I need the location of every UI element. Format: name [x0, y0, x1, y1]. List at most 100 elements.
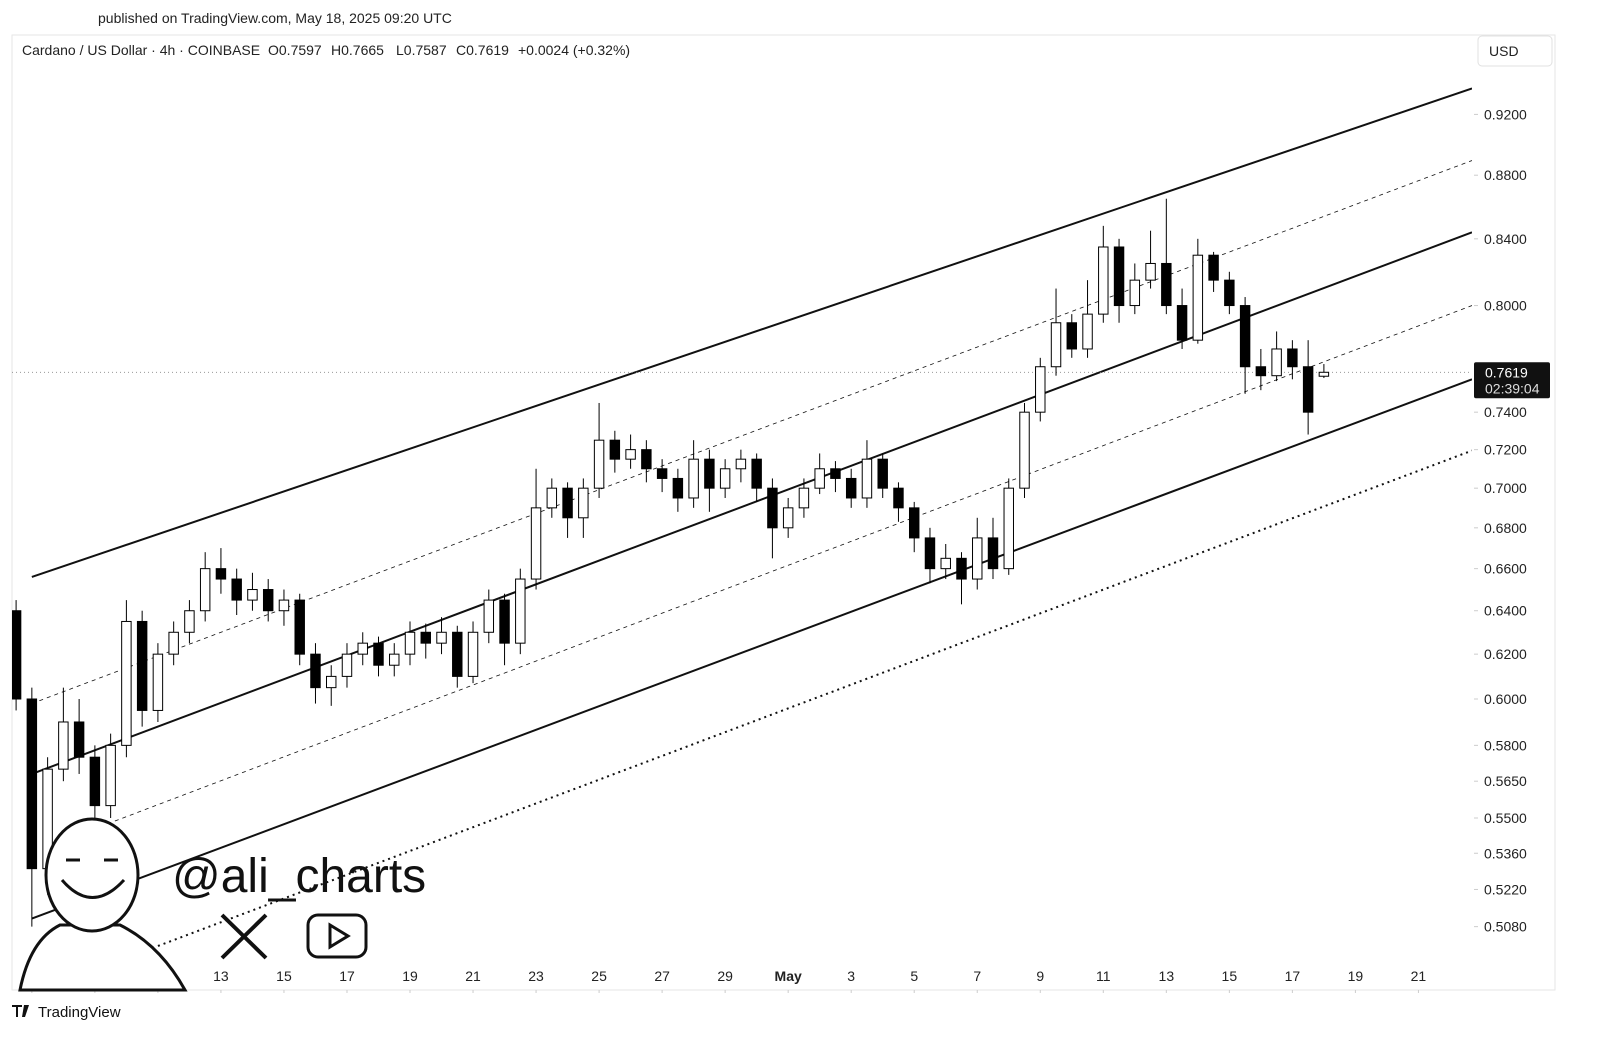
watermark-handle: @ali_charts: [172, 850, 426, 903]
youtube-play: [328, 922, 351, 950]
candle-body: [341, 653, 353, 677]
candle-body: [436, 631, 447, 644]
y-tick-label: 0.5360: [1484, 845, 1527, 861]
channel-line: [129, 449, 1472, 958]
brand-logo: [12, 1005, 29, 1017]
legend-low: L0.7587: [396, 42, 447, 58]
legend-open: O0.7597: [268, 42, 322, 58]
y-tick-label: 0.5800: [1484, 737, 1527, 753]
candle-body: [1318, 371, 1330, 377]
candle-body: [641, 449, 652, 470]
y-tick-label: 0.7000: [1484, 480, 1527, 496]
y-tick-label: 0.6200: [1484, 646, 1527, 662]
legend-high: H0.7665: [331, 42, 384, 58]
candle-body: [1129, 279, 1141, 307]
x-tick-label: 27: [654, 968, 670, 984]
candle-body: [58, 721, 69, 770]
candle-body: [798, 487, 810, 509]
x-tick-label: 13: [1159, 968, 1175, 984]
y-tick-label: 0.6400: [1484, 603, 1527, 619]
candle-body: [1192, 254, 1204, 341]
candle-body: [735, 458, 747, 470]
y-tick-label: 0.5650: [1484, 773, 1527, 789]
y-tick-label: 0.6600: [1484, 561, 1527, 577]
candle-body: [247, 589, 258, 601]
candle-body: [184, 610, 195, 633]
countdown-label: 02:39:04: [1485, 380, 1540, 396]
channel-line: [31, 160, 1472, 704]
channel-line: [31, 87, 1472, 578]
x-tick-label: 23: [528, 968, 544, 984]
candle-body: [12, 610, 22, 700]
candle-body: [105, 744, 116, 807]
avatar: [18, 817, 188, 992]
frame: [11, 34, 1556, 991]
candle-body: [467, 631, 479, 677]
channel-line: [31, 378, 1472, 920]
y-tick-label: 0.8000: [1484, 298, 1527, 314]
candle-body: [1224, 279, 1235, 307]
candle-body: [499, 599, 510, 644]
candle-body: [1066, 322, 1078, 350]
y-tick-label: 0.7400: [1484, 404, 1527, 420]
candle-body: [609, 439, 621, 460]
candle-body: [310, 653, 321, 689]
candle-body: [26, 698, 38, 870]
candle-body: [1255, 366, 1267, 377]
last-price-label: 0.7619: [1485, 364, 1528, 380]
candle-body: [767, 487, 778, 529]
candle-body: [940, 557, 951, 570]
candle-body: [404, 631, 416, 655]
candle-body: [814, 468, 825, 489]
candle-body: [1098, 246, 1109, 315]
candle-body: [73, 721, 85, 758]
y-tick-label: 0.9200: [1484, 106, 1527, 122]
plot-area: [12, 87, 1472, 958]
candle-body: [1003, 487, 1014, 570]
x-tick-label: 9: [1036, 968, 1044, 984]
candle-body: [1271, 348, 1282, 377]
candle-body: [357, 642, 368, 655]
x-tick-label: 5: [910, 968, 918, 984]
y-tick-label: 0.8400: [1484, 231, 1527, 247]
x-logo: [220, 913, 268, 960]
legend-close: C0.7619: [456, 42, 509, 58]
candle-body: [515, 578, 526, 644]
y-tick-label: 0.6000: [1484, 691, 1527, 707]
brand-name: TradingView: [38, 1004, 121, 1021]
candle-body: [389, 653, 400, 666]
candle-body: [972, 537, 983, 580]
candle-body: [562, 487, 573, 519]
x-tick-label: 21: [465, 968, 481, 984]
last-price-box: [1474, 362, 1550, 399]
candle-body: [782, 507, 794, 529]
symbol-title: Cardano / US Dollar · 4h · COINBASE: [22, 42, 260, 58]
candle-body: [672, 477, 684, 499]
candle-body: [578, 487, 589, 519]
currency-label[interactable]: USD: [1489, 43, 1519, 59]
candle-body: [530, 507, 542, 580]
candle-body: [89, 756, 101, 807]
x-tick-label: May: [775, 968, 802, 984]
watermark: @ali_charts: [18, 817, 426, 992]
x-tick-label: 21: [1411, 968, 1427, 984]
candle-body: [262, 589, 274, 612]
candle-body: [830, 468, 841, 479]
candle-body: [294, 599, 305, 655]
candle-body: [656, 468, 668, 479]
candle-body: [1082, 313, 1093, 350]
x-tick-label: 7: [973, 968, 981, 984]
published-note: published on TradingView.com, May 18, 20…: [98, 10, 452, 26]
youtube-logo: [306, 913, 368, 959]
candle-body: [924, 537, 936, 570]
x-tick-label: 11: [1096, 968, 1111, 984]
candle-body: [121, 620, 132, 746]
candle-body: [987, 537, 999, 570]
currency-button[interactable]: [1477, 35, 1553, 67]
x-tick-label: 15: [1222, 968, 1238, 984]
x-tick-label: 3: [847, 968, 855, 984]
candle-body: [215, 568, 227, 580]
candle-body: [877, 458, 888, 489]
candle-body: [1208, 254, 1219, 281]
